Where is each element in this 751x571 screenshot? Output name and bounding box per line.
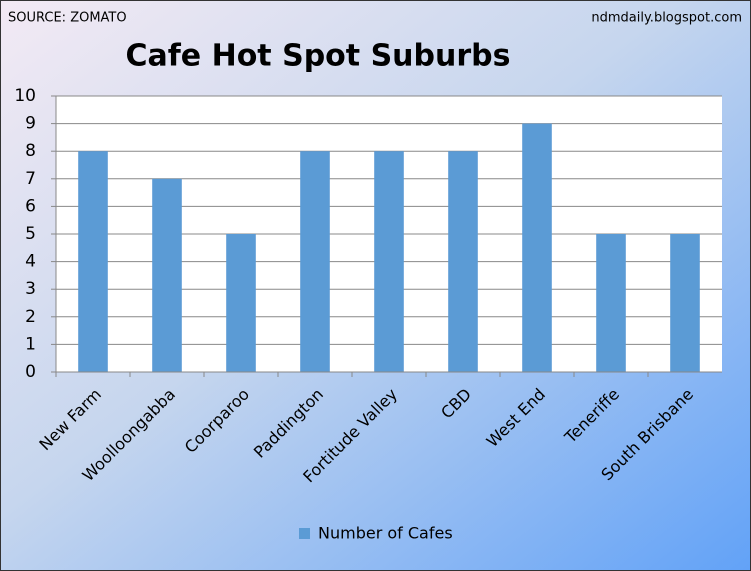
y-tick-label: 8 <box>25 141 36 161</box>
y-tick-label: 5 <box>25 224 36 244</box>
bar <box>78 151 108 372</box>
y-tick-label: 3 <box>25 279 36 299</box>
annotation: ndmdaily.blogspot.com <box>591 11 742 26</box>
bar <box>152 178 182 372</box>
y-tick-label: 1 <box>25 334 36 354</box>
chart-title: Cafe Hot Spot Suburbs <box>125 39 510 74</box>
legend-swatch <box>299 528 310 539</box>
bar <box>670 234 700 372</box>
y-tick-label: 10 <box>14 86 36 106</box>
bar <box>300 151 330 372</box>
y-tick-label: 7 <box>25 169 36 189</box>
bar <box>596 234 626 372</box>
bar <box>522 123 552 372</box>
bar <box>226 234 256 372</box>
y-tick-label: 9 <box>25 114 36 134</box>
legend-label: Number of Cafes <box>318 524 453 543</box>
y-tick-label: 2 <box>25 307 36 327</box>
y-tick-label: 4 <box>25 252 36 272</box>
bar <box>374 151 404 372</box>
source: SOURCE: ZOMATO <box>8 11 127 26</box>
y-tick-label: 0 <box>25 362 36 382</box>
bar <box>448 151 478 372</box>
y-tick-label: 6 <box>25 196 36 216</box>
